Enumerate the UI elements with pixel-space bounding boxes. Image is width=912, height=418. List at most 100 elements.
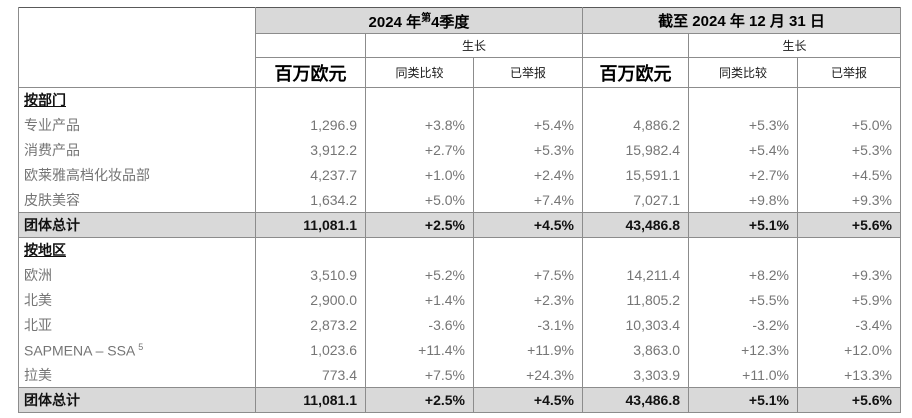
ytd-unit-header: 百万欧元: [582, 57, 689, 88]
cell-value: +9.8%: [688, 187, 798, 213]
cell-value: +5.5%: [688, 287, 798, 313]
ytd-group-header: 截至 2024 年 12 月 31 日: [582, 7, 901, 34]
table-row-professional-products: 专业产品 1,296.9 +3.8% +5.4% 4,886.2 +5.3% +…: [18, 112, 901, 138]
cell-value: 43,486.8: [582, 387, 689, 413]
blank-cell: [255, 33, 366, 58]
row-label: SAPMENA – SSA 5: [18, 337, 256, 363]
corner-cell: [18, 7, 256, 88]
cell-value: 4,886.2: [582, 112, 689, 138]
cell-value: +1.4%: [365, 287, 474, 313]
cell-value: +4.5%: [797, 162, 901, 188]
cell-value: +2.5%: [365, 212, 474, 238]
cell-value: 3,912.2: [255, 137, 366, 163]
table-row-latin-america: 拉美 773.4 +7.5% +24.3% 3,303.9 +11.0% +13…: [18, 362, 901, 388]
q4-title-sup: 第: [421, 13, 432, 24]
cell-value: +2.7%: [688, 162, 798, 188]
cell-value: 10,303.4: [582, 312, 689, 338]
cell-value: +2.7%: [365, 137, 474, 163]
cell-value: +11.9%: [473, 337, 583, 363]
row-label: 皮肤美容: [18, 187, 256, 213]
header-group-row: 2024 年第4季度 截至 2024 年 12 月 31 日: [18, 7, 901, 88]
cell-value: 3,510.9: [255, 262, 366, 288]
cell-value: 14,211.4: [582, 262, 689, 288]
cell-value: 3,303.9: [582, 362, 689, 388]
cell-value: -3.1%: [473, 312, 583, 338]
cell-value: +7.5%: [473, 262, 583, 288]
row-label: 欧洲: [18, 262, 256, 288]
cell-value: 11,805.2: [582, 287, 689, 313]
cell-value: +2.4%: [473, 162, 583, 188]
results-table: 2024 年第4季度 截至 2024 年 12 月 31 日 生长 生长 百万欧…: [18, 7, 901, 413]
row-label: 北亚: [18, 312, 256, 338]
cell-value: +5.6%: [797, 212, 901, 238]
cell-value: +5.4%: [473, 112, 583, 138]
cell-value: +11.0%: [688, 362, 798, 388]
cell-value: -3.6%: [365, 312, 474, 338]
row-label: 拉美: [18, 362, 256, 388]
cell-value: +24.3%: [473, 362, 583, 388]
cell-value: +5.3%: [473, 137, 583, 163]
cell-value: +9.3%: [797, 187, 901, 213]
cell-value: +8.2%: [688, 262, 798, 288]
cell-value: 11,081.1: [255, 212, 366, 238]
cell-value: 2,873.2: [255, 312, 366, 338]
cell-value: -3.2%: [688, 312, 798, 338]
q4-title-prefix: 2024 年: [368, 14, 422, 31]
cell-value: +3.8%: [365, 112, 474, 138]
q4-group-header: 2024 年第4季度: [255, 7, 583, 34]
cell-value: +12.0%: [797, 337, 901, 363]
cell-value: 1,023.6: [255, 337, 366, 363]
header-growth-row: 生长 生长: [19, 33, 901, 58]
cell-value: -3.4%: [797, 312, 901, 338]
cell-value: +7.4%: [473, 187, 583, 213]
blank-cell: [582, 33, 689, 58]
section-row-by-division: 按部门: [18, 87, 901, 113]
header-columns-row: 百万欧元 同类比较 已举报 百万欧元 同类比较 已举报: [19, 57, 901, 88]
cell-value: +11.4%: [365, 337, 474, 363]
q4-reported-header: 已举报: [473, 57, 583, 88]
cell-value: +5.2%: [365, 262, 474, 288]
row-label: 专业产品: [18, 112, 256, 138]
total-row-divisions: 团体总计 11,081.1 +2.5% +4.5% 43,486.8 +5.1%…: [18, 212, 901, 238]
cell-value: +5.1%: [688, 212, 798, 238]
total-row-regions: 团体总计 11,081.1 +2.5% +4.5% 43,486.8 +5.1%…: [18, 387, 901, 413]
cell-value: 3,863.0: [582, 337, 689, 363]
cell-value: +5.4%: [688, 137, 798, 163]
cell-value: +5.1%: [688, 387, 798, 413]
row-label: 消费产品: [18, 137, 256, 163]
ytd-reported-header: 已举报: [797, 57, 901, 88]
cell-value: 773.4: [255, 362, 366, 388]
q4-title-suffix: 4季度: [431, 14, 470, 31]
cell-value: +5.0%: [365, 187, 474, 213]
row-label: 欧莱雅高档化妆品部: [18, 162, 256, 188]
total-label: 团体总计: [18, 212, 256, 238]
cell-value: 15,591.1: [582, 162, 689, 188]
cell-value: +5.9%: [797, 287, 901, 313]
ytd-growth-label: 生长: [688, 33, 901, 58]
cell-value: +5.3%: [797, 137, 901, 163]
cell-value: +5.0%: [797, 112, 901, 138]
cell-value: +12.3%: [688, 337, 798, 363]
row-label: 北美: [18, 287, 256, 313]
table-row-sapmena-ssa: SAPMENA – SSA 5 1,023.6 +11.4% +11.9% 3,8…: [18, 337, 901, 363]
cell-value: 1,634.2: [255, 187, 366, 213]
table-row-north-asia: 北亚 2,873.2 -3.6% -3.1% 10,303.4 -3.2% -3…: [18, 312, 901, 338]
cell-value: 7,027.1: [582, 187, 689, 213]
cell-value: +2.3%: [473, 287, 583, 313]
section-label: 按地区: [18, 237, 256, 263]
cell-value: +1.0%: [365, 162, 474, 188]
cell-value: +2.5%: [365, 387, 474, 413]
cell-value: +5.3%: [688, 112, 798, 138]
table-row-consumer-products: 消费产品 3,912.2 +2.7% +5.3% 15,982.4 +5.4% …: [18, 137, 901, 163]
cell-value: 1,296.9: [255, 112, 366, 138]
footnote-marker: 5: [138, 341, 144, 352]
cell-value: +5.6%: [797, 387, 901, 413]
table-row-luxe: 欧莱雅高档化妆品部 4,237.7 +1.0% +2.4% 15,591.1 +…: [18, 162, 901, 188]
total-label: 团体总计: [18, 387, 256, 413]
ytd-lfl-header: 同类比较: [688, 57, 798, 88]
table-row-north-america: 北美 2,900.0 +1.4% +2.3% 11,805.2 +5.5% +5…: [18, 287, 901, 313]
cell-value: +4.5%: [473, 212, 583, 238]
cell-value: +13.3%: [797, 362, 901, 388]
cell-value: 11,081.1: [255, 387, 366, 413]
